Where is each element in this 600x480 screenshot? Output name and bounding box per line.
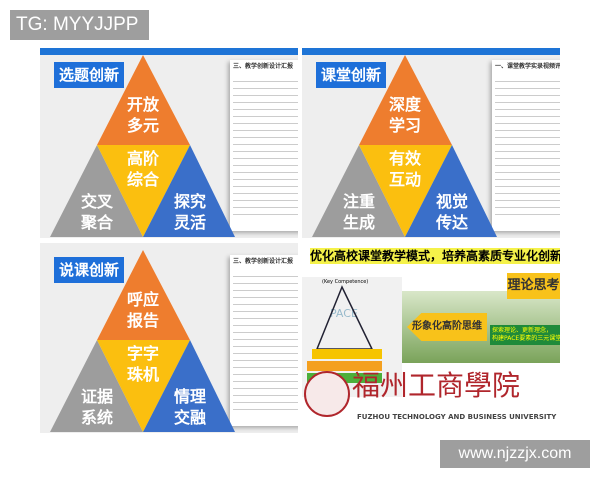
- label-left: 交叉: [81, 192, 114, 211]
- doc-title: 三、教学创新设计汇报: [233, 258, 294, 265]
- school-seal: [304, 371, 350, 417]
- watermark-bottom: www.njzzjx.com: [440, 440, 590, 468]
- label-right: 传达: [435, 213, 468, 232]
- doc-rows: [495, 75, 560, 220]
- pyramid-middle: [97, 145, 190, 237]
- top-bar: [40, 48, 298, 55]
- document-table: 三、教学创新设计汇报: [230, 255, 298, 426]
- pyramid-right: [405, 145, 497, 237]
- banner: 探索理论、更新理念， 构建PACE要素的三元课堂: [490, 325, 560, 345]
- label-top: 开放: [127, 95, 160, 114]
- label-top: 报告: [127, 311, 159, 330]
- label-middle: 有效: [389, 149, 421, 168]
- label-left: 系统: [81, 408, 113, 427]
- key-competence-label: (Key Competence): [322, 279, 369, 285]
- document-table: 一、课堂教学实录视频评: [492, 60, 560, 231]
- label-right: 交融: [174, 408, 206, 427]
- section-badge: 课堂创新: [316, 62, 387, 88]
- document-table: 三、教学创新设计汇报: [230, 60, 298, 231]
- pyramid-top: [97, 250, 190, 340]
- label-left: 聚合: [80, 213, 114, 232]
- panel-1: 三、教学创新设计汇报 开放多元高阶综合 交叉聚合 探究灵活 选题创新: [40, 48, 298, 238]
- pyramid-top: [97, 55, 190, 145]
- watermark-top: TG: MYYJJPP: [10, 10, 149, 40]
- school-name-cn: 福州工商學院: [352, 369, 521, 402]
- doc-rows: [233, 75, 298, 220]
- label-right: 视觉: [436, 192, 468, 211]
- pyramid-right: [143, 340, 235, 432]
- label-left: 注重: [343, 192, 375, 211]
- label-right: 探究: [174, 192, 206, 211]
- label-right: 灵活: [174, 213, 206, 232]
- label-middle: 字字: [127, 344, 159, 363]
- headline: 优化高校课堂教学模式，培养高素质专业化创新: [310, 248, 560, 264]
- top-bar: [302, 48, 560, 55]
- label-right: 情理: [174, 387, 206, 406]
- banner-text-2: 构建PACE要素的三元课堂: [492, 335, 560, 342]
- arrow-right-theory: 理论思考: [507, 273, 560, 299]
- pyramid-middle: [97, 340, 190, 432]
- doc-title: 一、课堂教学实录视频评: [495, 63, 560, 70]
- label-middle: 高阶: [127, 149, 160, 168]
- pyramid-left: [50, 340, 143, 432]
- arrow-left-thinking: 形象化高阶思维: [407, 313, 487, 341]
- label-middle: 综合: [127, 170, 160, 189]
- pace-label: PACE: [330, 307, 358, 320]
- label-middle: 互动: [389, 170, 421, 189]
- pyramid-right: [143, 145, 235, 237]
- section-badge: 说课创新: [54, 257, 125, 283]
- label-left: 生成: [343, 213, 375, 232]
- label-top: 多元: [127, 116, 159, 135]
- doc-rows: [233, 270, 298, 415]
- label-left: 证据: [81, 387, 113, 406]
- pyramid-middle: [359, 145, 452, 237]
- school-name-en: FUZHOU TECHNOLOGY AND BUSINESS UNIVERSIT…: [357, 413, 557, 421]
- pyramid-top: [359, 55, 452, 145]
- pyramid-left: [50, 145, 143, 237]
- label-top: 呼应: [127, 290, 159, 309]
- label-middle: 珠机: [127, 365, 159, 384]
- section-badge: 选题创新: [54, 62, 125, 88]
- doc-title: 三、教学创新设计汇报: [233, 63, 294, 70]
- pyramid-left: [312, 145, 405, 237]
- panel-theory: 优化高校课堂教学模式，培养高素质专业化创新 (Key Competence) P…: [302, 243, 560, 433]
- label-top: 深度: [389, 95, 422, 114]
- banner-text: 探索理论、更新理念，: [492, 327, 553, 334]
- panel-3: 三、教学创新设计汇报 呼应报告字字珠机 证据系统 情理交融 说课创新: [40, 243, 298, 433]
- panel-2: 一、课堂教学实录视频评 深度学习有效互动 注重生成 视觉传达 课堂创新: [302, 48, 560, 238]
- pace-triangle: [307, 285, 382, 383]
- label-top: 学习: [389, 116, 421, 135]
